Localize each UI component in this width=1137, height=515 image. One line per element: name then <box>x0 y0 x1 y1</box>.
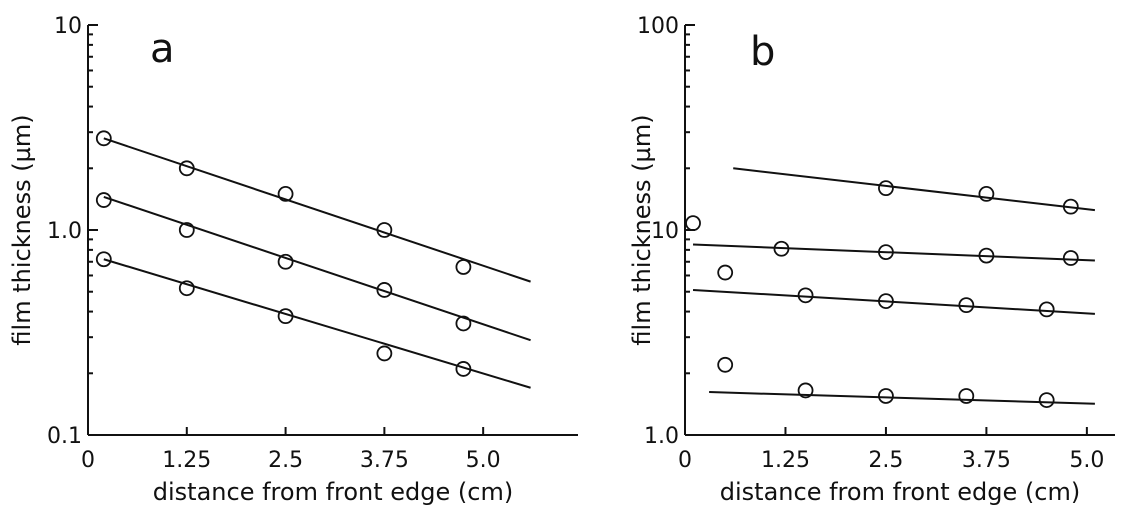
data-point <box>178 222 195 238</box>
y-tick-label: 10 <box>54 14 82 39</box>
x-tick-label: 0 <box>81 448 95 473</box>
data-point <box>376 345 393 362</box>
series-2 <box>95 192 531 342</box>
data-point <box>1062 198 1079 215</box>
data-point <box>455 361 472 377</box>
x-tick-label: 5.0 <box>466 448 501 473</box>
y-tick-label: 1.0 <box>644 424 679 449</box>
data-point <box>978 186 995 202</box>
y-tick-label: 1.0 <box>47 219 82 244</box>
data-point <box>958 388 975 404</box>
y-axis-title: film thickness (µm) <box>628 114 656 345</box>
data-point <box>455 259 472 275</box>
x-tick-label: 1.25 <box>761 448 810 473</box>
fit-line <box>103 195 531 342</box>
fit-line <box>709 391 1095 405</box>
x-tick-label: 3.75 <box>962 448 1011 473</box>
data-point <box>455 315 472 332</box>
data-point <box>717 356 734 373</box>
data-point <box>878 293 894 309</box>
data-point <box>277 253 294 270</box>
data-point <box>797 287 814 304</box>
y-axis-title: film thickness (µm) <box>8 114 36 345</box>
data-point <box>878 388 894 404</box>
data-point <box>376 222 393 238</box>
fit-line <box>733 167 1096 212</box>
data-point <box>277 186 294 202</box>
fit-line <box>692 243 1095 262</box>
data-point <box>773 240 790 257</box>
data-point <box>685 215 701 232</box>
series-3 <box>692 264 1095 318</box>
fit-line <box>692 288 1095 315</box>
data-point <box>95 251 112 268</box>
panel-label: a <box>150 26 175 72</box>
x-tick-label: 2.5 <box>868 448 903 473</box>
x-tick-label: 5.0 <box>1069 448 1104 473</box>
data-point <box>1062 250 1079 266</box>
x-tick-label: 1.25 <box>162 448 211 473</box>
series-4 <box>709 356 1095 408</box>
fit-line <box>103 258 531 389</box>
data-point <box>797 382 814 399</box>
fit-line <box>103 137 531 283</box>
y-tick-label: 10 <box>651 219 679 244</box>
data-point <box>178 160 195 177</box>
series-2 <box>685 215 1095 266</box>
data-point <box>178 280 195 297</box>
data-point <box>878 244 894 261</box>
data-point <box>878 180 894 197</box>
x-tick-label: 0 <box>678 448 692 473</box>
series-3 <box>95 251 531 389</box>
data-point <box>978 247 995 264</box>
panel-label: b <box>750 29 775 75</box>
data-point <box>1038 301 1055 318</box>
data-point <box>717 264 734 281</box>
x-axis-title: distance from front edge (cm) <box>720 478 1080 506</box>
x-axis-title: distance from front edge (cm) <box>153 478 513 506</box>
data-point <box>376 282 393 298</box>
y-tick-label: 100 <box>637 14 679 39</box>
y-tick-label: 0.1 <box>47 424 82 449</box>
data-point <box>277 308 294 325</box>
series-1 <box>95 130 531 283</box>
x-tick-label: 2.5 <box>268 448 303 473</box>
chart-panel-a: a 0.1 1.0 10 0 1.25 2.5 3.75 5.0 distance from fr… <box>8 14 578 506</box>
data-point <box>95 192 112 208</box>
data-point <box>95 130 112 147</box>
chart-panel-b: b 1.0 10 100 0 1.25 2.5 3.75 5.0 distance from fr… <box>628 14 1115 506</box>
series-1 <box>733 167 1096 215</box>
data-point <box>1038 392 1055 408</box>
data-point <box>958 297 975 314</box>
x-tick-label: 3.75 <box>360 448 409 473</box>
